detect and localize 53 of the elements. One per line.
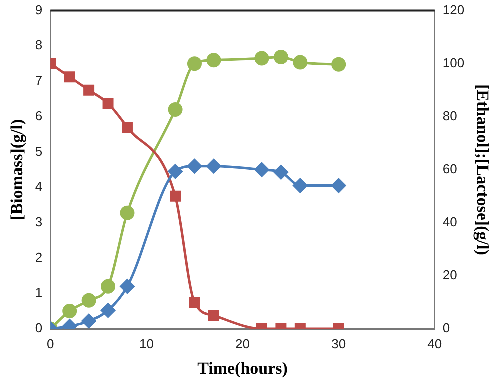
- y2-tick-label: 100: [442, 55, 465, 70]
- point: [122, 122, 133, 133]
- y-tick-label: 9: [35, 2, 43, 18]
- point: [120, 206, 135, 220]
- point: [293, 55, 308, 70]
- x-tick-label: 40: [428, 336, 442, 352]
- point: [254, 51, 270, 66]
- point: [170, 190, 182, 202]
- point: [84, 84, 95, 96]
- point: [168, 164, 183, 179]
- y-tick-label: 8: [35, 38, 43, 53]
- point: [206, 159, 222, 174]
- y2-tick-label: 0: [442, 320, 450, 336]
- x-tick-label: 30: [332, 336, 346, 352]
- y2-tick-label: 40: [442, 214, 458, 230]
- point: [62, 304, 78, 318]
- x-tick-label: 20: [236, 336, 250, 352]
- y-tick-label: 1: [35, 285, 43, 300]
- y2-tick-label: 120: [442, 2, 465, 18]
- y-tick-label: 6: [35, 108, 43, 124]
- x-tick-label: 0: [47, 336, 54, 352]
- point: [274, 50, 288, 64]
- point: [101, 279, 116, 294]
- y-tick-label: 3: [35, 214, 43, 230]
- point: [187, 159, 202, 174]
- point: [82, 314, 96, 328]
- y-axis-title: [Biomass](g/l): [8, 119, 27, 220]
- y2-axis-title: [Ethanol];[Lactose](g/l): [473, 84, 492, 256]
- y-tick-label: 2: [35, 250, 43, 265]
- point: [82, 293, 96, 308]
- point: [189, 296, 200, 308]
- point: [187, 56, 202, 72]
- point: [293, 178, 308, 194]
- point: [168, 102, 183, 117]
- point: [206, 53, 222, 68]
- x-axis-title: Time(hours): [198, 359, 288, 378]
- point: [332, 178, 346, 194]
- point: [120, 279, 135, 294]
- y-tick-label: 0: [35, 320, 43, 336]
- y2-tick-label: 20: [442, 268, 458, 283]
- point: [274, 165, 288, 180]
- y-tick-label: 5: [35, 144, 43, 159]
- point: [332, 57, 346, 72]
- point: [208, 310, 220, 322]
- x-tick-label: 10: [139, 336, 154, 352]
- point: [102, 98, 114, 110]
- point: [254, 162, 270, 178]
- y2-tick-label: 80: [442, 108, 458, 124]
- y2-tick-label: 60: [442, 161, 458, 176]
- point: [101, 303, 116, 318]
- y-tick-label: 7: [35, 73, 43, 88]
- y-tick-label: 4: [35, 179, 43, 194]
- point: [64, 72, 76, 83]
